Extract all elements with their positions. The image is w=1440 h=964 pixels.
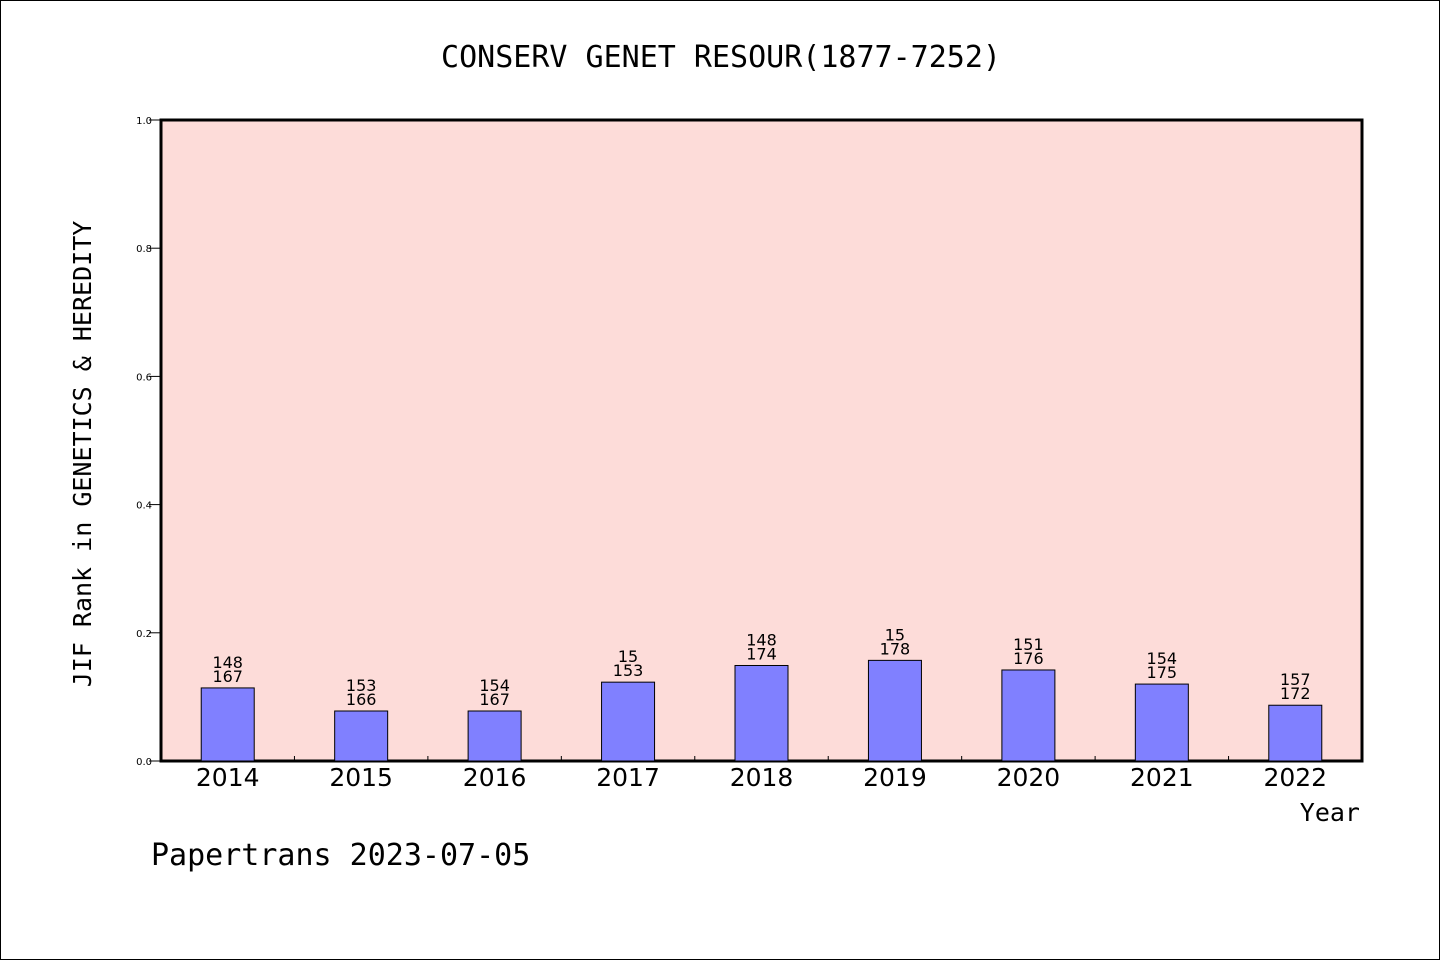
bar-total-label: 175	[1147, 663, 1178, 682]
bar-total-label: 174	[746, 644, 777, 663]
bar-total-label: 153	[613, 661, 644, 680]
x-axis-label: Year	[1300, 798, 1360, 827]
bar-2021	[1134, 683, 1189, 762]
x-tick-label: 2017	[596, 763, 660, 792]
bar-2014	[200, 687, 255, 762]
bar-rank-label: 151	[1013, 635, 1044, 654]
bar-rank-label: 148	[212, 653, 243, 672]
footer-credit: Papertrans 2023-07-05	[151, 838, 530, 873]
bars	[200, 659, 1323, 762]
bar-rank-label: 15	[885, 625, 905, 644]
x-tick-label: 2015	[329, 763, 393, 792]
y-tick-label: 0.0	[136, 757, 152, 768]
y-tick-label: 0.6	[136, 372, 152, 383]
y-axis-label: JIF Rank in GENETICS & HEREDITY	[68, 221, 97, 688]
bar-2020	[1001, 669, 1056, 762]
bar-2017	[601, 681, 656, 762]
x-tick-label: 2022	[1263, 763, 1327, 792]
bar-rank-label: 154	[479, 676, 510, 695]
x-axis: 2014 2015 2016 2017 2018 2019 2020 2021 2022	[196, 756, 1327, 792]
bar-2015	[334, 710, 389, 762]
chart-title: CONSERV GENET RESOUR(1877-7252)	[441, 40, 1001, 75]
bar-rank-label: 157	[1280, 670, 1311, 689]
x-tick-label: 2014	[196, 763, 260, 792]
bar-rank-label: 153	[346, 676, 377, 695]
bar-total-label: 176	[1013, 649, 1044, 668]
x-tick-label: 2020	[997, 763, 1061, 792]
bar-2016	[467, 710, 522, 762]
x-tick-label: 2016	[463, 763, 527, 792]
y-tick-label: 0.4	[136, 501, 152, 512]
bar-total-label: 172	[1280, 684, 1311, 703]
y-tick-label: 1.0	[136, 116, 152, 127]
x-tick-label: 2021	[1130, 763, 1194, 792]
y-tick-label: 0.2	[136, 629, 152, 640]
bar-2018	[734, 664, 789, 762]
bar-total-label: 166	[346, 690, 377, 709]
bar-total-label: 167	[479, 690, 510, 709]
x-tick-label: 2018	[730, 763, 794, 792]
x-tick-label: 2019	[863, 763, 927, 792]
bar-total-label: 167	[212, 667, 243, 686]
plot-area	[159, 118, 1364, 763]
bar-rank-label: 148	[746, 630, 777, 649]
bar-rank-label: 154	[1147, 649, 1178, 668]
bar-total-label: 178	[880, 639, 911, 658]
y-axis: 0.0 0.2 0.4 0.6 0.8 1.0	[136, 116, 161, 768]
bar-rank-label: 15	[618, 647, 638, 666]
y-tick-label: 0.8	[136, 244, 152, 255]
bar-2022	[1268, 704, 1323, 762]
bar-2019	[867, 659, 922, 762]
